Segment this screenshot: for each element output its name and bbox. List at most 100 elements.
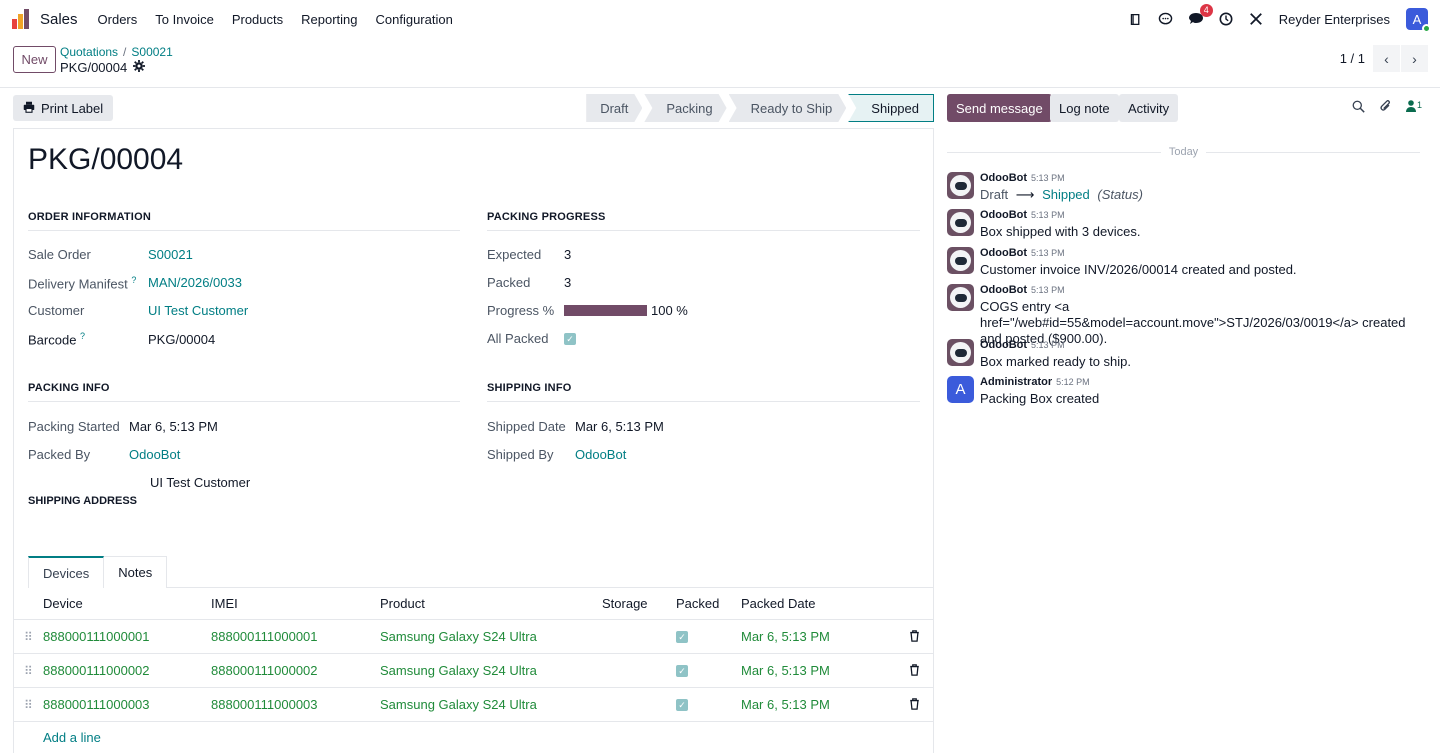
pager-previous-button[interactable]: ‹: [1373, 45, 1400, 72]
company-switcher[interactable]: Reyder Enterprises: [1278, 11, 1390, 27]
table-row[interactable]: ⠿ 888000111000003 888000111000003 Samsun…: [14, 688, 933, 722]
delivery-manifest-link[interactable]: MAN/2026/0033: [148, 275, 242, 290]
imei-cell[interactable]: 888000111000003: [211, 697, 318, 712]
trash-icon[interactable]: [909, 664, 920, 679]
odoobot-avatar[interactable]: [947, 339, 974, 366]
product-cell[interactable]: Samsung Galaxy S24 Ultra: [380, 629, 537, 644]
gear-icon[interactable]: [133, 60, 146, 75]
stage-draft[interactable]: Draft: [586, 94, 642, 122]
clock-icon[interactable]: [1217, 10, 1235, 28]
followers-button[interactable]: 1: [1405, 100, 1422, 115]
packed-checkbox[interactable]: ✓: [676, 699, 688, 711]
packed-date-cell[interactable]: Mar 6, 5:13 PM: [741, 663, 830, 678]
stage-shipped[interactable]: Shipped: [848, 94, 934, 122]
message-header: OdooBot 5:13 PM: [980, 247, 1065, 259]
table-row[interactable]: ⠿ 888000111000001 888000111000001 Samsun…: [14, 620, 933, 654]
shipping-address-title: SHIPPING ADDRESS: [28, 495, 138, 507]
column-device[interactable]: Device: [43, 596, 83, 611]
menu-configuration[interactable]: Configuration: [375, 11, 453, 27]
stage-ready-to-ship[interactable]: Ready to Ship: [729, 94, 847, 122]
tracking-new-value: Shipped: [1042, 187, 1090, 202]
messages-icon[interactable]: 4: [1187, 4, 1213, 28]
odoobot-avatar[interactable]: [947, 172, 974, 199]
sale-order-link[interactable]: S00021: [148, 247, 193, 262]
menu-products[interactable]: Products: [231, 11, 284, 27]
tab-notes[interactable]: Notes: [104, 556, 168, 588]
breadcrumb-quotations[interactable]: Quotations: [60, 45, 119, 59]
print-label-text: Print Label: [41, 100, 104, 116]
breadcrumb: Quotations / S00021: [60, 45, 173, 59]
packed-label: Packed: [487, 275, 531, 290]
message-author[interactable]: OdooBot: [980, 247, 1028, 259]
device-cell[interactable]: 888000111000002: [43, 663, 150, 678]
all-packed-label: All Packed: [487, 331, 549, 346]
book-icon[interactable]: [1127, 10, 1145, 28]
odoobot-avatar[interactable]: [947, 209, 974, 236]
message-author[interactable]: OdooBot: [980, 339, 1028, 351]
packed-date-cell[interactable]: Mar 6, 5:13 PM: [741, 697, 830, 712]
message-author[interactable]: Administrator: [980, 376, 1053, 388]
barcode-label: Barcode ?: [28, 331, 85, 347]
column-imei[interactable]: IMEI: [211, 596, 238, 611]
menu-reporting[interactable]: Reporting: [301, 11, 358, 27]
imei-cell[interactable]: 888000111000002: [211, 663, 318, 678]
trash-icon[interactable]: [909, 630, 920, 645]
breadcrumb-sale-order[interactable]: S00021: [131, 45, 173, 59]
send-message-button[interactable]: Send message: [947, 94, 1052, 122]
drag-handle-icon[interactable]: ⠿: [24, 697, 33, 712]
user-avatar[interactable]: A: [1406, 8, 1431, 33]
activity-button[interactable]: Activity: [1119, 94, 1179, 122]
device-cell[interactable]: 888000111000003: [43, 697, 150, 712]
packed-by-link[interactable]: OdooBot: [129, 447, 181, 462]
tab-devices[interactable]: Devices: [28, 556, 105, 588]
progress-bar-fill: [564, 305, 647, 316]
trash-icon[interactable]: [909, 698, 920, 713]
column-packed[interactable]: Packed: [676, 596, 720, 611]
customer-link[interactable]: UI Test Customer: [148, 303, 249, 318]
product-cell[interactable]: Samsung Galaxy S24 Ultra: [380, 697, 537, 712]
all-packed-checkbox[interactable]: ✓: [564, 333, 576, 345]
log-note-button[interactable]: Log note: [1050, 94, 1119, 122]
search-icon[interactable]: [1352, 100, 1365, 116]
column-packed-date[interactable]: Packed Date: [741, 596, 816, 611]
tools-icon[interactable]: [1247, 10, 1265, 28]
user-icon: [1405, 100, 1416, 115]
menu-orders[interactable]: Orders: [97, 11, 138, 27]
shipped-by-link[interactable]: OdooBot: [575, 447, 627, 462]
packed-date-cell[interactable]: Mar 6, 5:13 PM: [741, 629, 830, 644]
help-tooltip-icon[interactable]: ?: [80, 331, 86, 341]
table-row[interactable]: ⠿ 888000111000002 888000111000002 Samsun…: [14, 654, 933, 688]
imei-cell[interactable]: 888000111000001: [211, 629, 318, 644]
record-name-text: PKG/00004: [60, 60, 128, 75]
add-a-line-link[interactable]: Add a line: [43, 729, 101, 745]
odoobot-avatar[interactable]: [947, 284, 974, 311]
administrator-avatar[interactable]: A: [947, 376, 974, 403]
packed-checkbox[interactable]: ✓: [676, 665, 688, 677]
help-tooltip-icon[interactable]: ?: [131, 275, 137, 285]
pager-value[interactable]: 1 / 1: [1339, 51, 1365, 66]
chatter-message: OdooBot 5:13 PM COGS entry <a href="/web#…: [947, 284, 1427, 346]
app-name[interactable]: Sales: [40, 10, 78, 28]
packed-checkbox[interactable]: ✓: [676, 631, 688, 643]
new-button[interactable]: New: [13, 46, 56, 73]
message-author[interactable]: OdooBot: [980, 209, 1028, 221]
chat-bubble-icon[interactable]: [1157, 10, 1175, 28]
menu-to-invoice[interactable]: To Invoice: [155, 11, 214, 27]
drag-handle-icon[interactable]: ⠿: [24, 629, 33, 644]
message-author[interactable]: OdooBot: [980, 284, 1028, 296]
followers-count: 1: [1416, 100, 1422, 110]
product-cell[interactable]: Samsung Galaxy S24 Ultra: [380, 663, 537, 678]
sales-app-icon[interactable]: [12, 9, 32, 29]
message-header: OdooBot 5:13 PM: [980, 284, 1065, 296]
message-author[interactable]: OdooBot: [980, 172, 1028, 184]
column-product[interactable]: Product: [380, 596, 425, 611]
drag-handle-icon[interactable]: ⠿: [24, 663, 33, 678]
print-label-button[interactable]: Print Label: [13, 95, 114, 121]
stage-packing[interactable]: Packing: [644, 94, 726, 122]
column-storage[interactable]: Storage: [602, 596, 648, 611]
pager-next-button[interactable]: ›: [1401, 45, 1428, 72]
paperclip-icon[interactable]: [1379, 99, 1392, 116]
device-cell[interactable]: 888000111000001: [43, 629, 150, 644]
odoobot-avatar[interactable]: [947, 247, 974, 274]
delivery-manifest-label-text: Delivery Manifest: [28, 276, 128, 292]
